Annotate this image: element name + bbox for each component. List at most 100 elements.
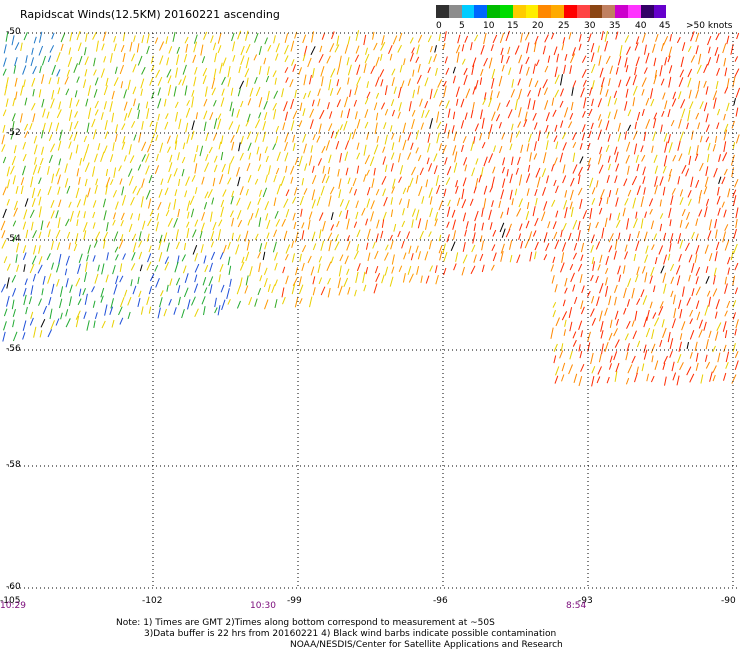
wind-barb xyxy=(697,80,701,89)
wind-barb xyxy=(39,65,42,74)
wind-barb xyxy=(677,176,681,185)
wind-barb xyxy=(373,167,376,176)
wind-barb xyxy=(366,228,371,240)
wind-barb xyxy=(76,76,80,83)
wind-barb xyxy=(671,361,675,372)
wind-barb xyxy=(312,134,316,141)
wind-barb xyxy=(572,252,577,260)
wind-barb xyxy=(608,189,612,198)
wind-barb xyxy=(175,229,179,240)
wind-barb xyxy=(285,275,289,285)
wind-barb xyxy=(560,262,565,273)
wind-barb xyxy=(375,56,380,67)
wind-barb xyxy=(20,85,24,96)
wind-barb xyxy=(376,135,379,143)
wind-barb xyxy=(347,64,352,76)
wind-barb xyxy=(74,111,78,118)
wind-barb xyxy=(196,145,199,153)
wind-barb xyxy=(329,186,335,195)
wind-barb xyxy=(642,166,646,176)
wind-barb xyxy=(282,266,286,274)
wind-barb xyxy=(6,166,10,177)
wind-barb xyxy=(634,121,637,130)
wind-barb xyxy=(141,121,144,130)
wind-barb xyxy=(614,146,618,155)
note-line-2: 3)Data buffer is 22 hrs from 20160221 4)… xyxy=(144,629,557,639)
wind-barb xyxy=(686,211,690,220)
wind-barb xyxy=(624,251,628,260)
wind-barb xyxy=(318,277,323,285)
wind-barb xyxy=(166,69,172,78)
wind-barb xyxy=(365,242,369,250)
wind-barb xyxy=(130,263,136,271)
wind-barb xyxy=(169,154,173,163)
wind-barb xyxy=(462,135,467,144)
wind-barb xyxy=(691,231,695,239)
wind-barb xyxy=(3,57,7,67)
wind-barb xyxy=(707,35,712,46)
wind-barb xyxy=(535,197,538,206)
wind-barb xyxy=(472,102,475,110)
wind-barb xyxy=(312,68,315,78)
wind-barb xyxy=(240,135,244,145)
wind-barb xyxy=(46,253,51,261)
wind-barb xyxy=(211,197,215,205)
wind-barb xyxy=(411,166,416,176)
wind-barb xyxy=(5,31,9,42)
wind-barb xyxy=(155,69,161,78)
wind-barb xyxy=(599,85,604,95)
lon-label-96: -96 xyxy=(433,596,448,606)
wind-barb xyxy=(446,166,452,176)
wind-barb xyxy=(94,153,98,163)
wind-barb xyxy=(695,352,699,362)
wind-barb xyxy=(724,86,728,94)
wind-barb xyxy=(578,43,582,51)
wind-barb xyxy=(722,321,727,332)
wind-barb xyxy=(488,153,494,163)
legend-swatch-13 xyxy=(602,5,616,18)
wind-barb xyxy=(367,252,371,262)
wind-barb xyxy=(635,154,639,163)
wind-barb xyxy=(591,98,594,107)
wind-barb xyxy=(272,241,277,253)
wind-barb xyxy=(1,144,6,153)
wind-barb xyxy=(217,229,221,241)
wind-barb xyxy=(308,211,313,220)
wind-barb xyxy=(173,86,177,97)
wind-barb xyxy=(307,57,312,68)
wind-barb xyxy=(311,99,315,107)
wind-barb xyxy=(700,374,704,384)
wind-barb xyxy=(167,173,172,184)
wind-barb xyxy=(650,88,654,99)
wind-barb xyxy=(587,290,591,297)
wind-barb xyxy=(240,45,245,56)
wind-barb xyxy=(597,366,602,375)
wind-barb xyxy=(723,372,727,381)
wind-barb xyxy=(328,239,332,252)
wind-barb xyxy=(373,283,378,294)
wind-barb xyxy=(732,300,737,308)
wind-barb xyxy=(510,89,515,98)
wind-barb xyxy=(15,254,18,263)
wind-barb xyxy=(334,241,340,251)
wind-barb xyxy=(734,351,739,358)
wind-barb xyxy=(284,44,289,55)
wind-barb xyxy=(572,132,577,141)
wind-barb xyxy=(121,141,126,150)
wind-barb xyxy=(678,91,682,100)
wind-barb xyxy=(660,124,663,133)
wind-barb xyxy=(554,89,560,98)
wind-barb xyxy=(500,47,504,56)
wind-barb xyxy=(564,107,569,118)
wind-barb xyxy=(705,339,709,350)
wind-barb xyxy=(641,89,645,96)
wind-barb xyxy=(204,264,209,273)
wind-barb xyxy=(181,168,185,177)
wind-barb xyxy=(533,141,537,151)
wind-barb xyxy=(518,88,522,100)
wind-barb xyxy=(518,198,523,208)
wind-barb xyxy=(281,287,285,298)
wind-barb xyxy=(321,145,326,154)
wind-barb xyxy=(391,186,396,194)
wind-barb xyxy=(169,278,173,286)
